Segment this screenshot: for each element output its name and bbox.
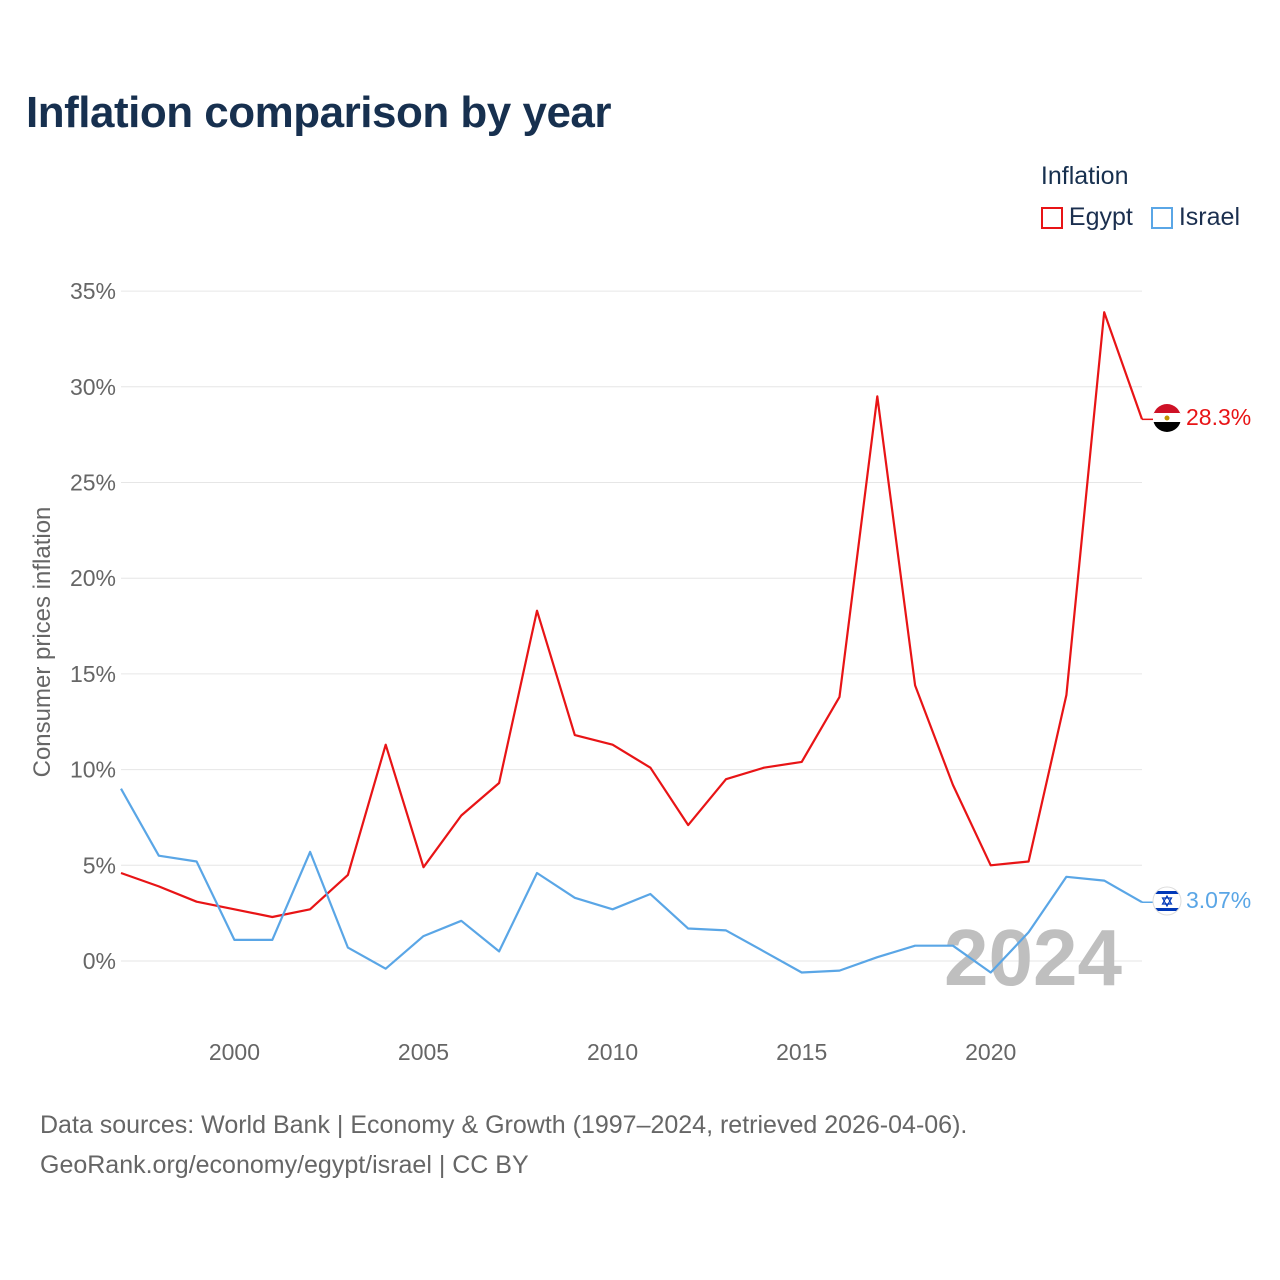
y-tick-label: 15%	[70, 661, 116, 687]
y-tick-label: 25%	[70, 470, 116, 496]
x-tick-label: 2005	[398, 1039, 449, 1065]
y-tick-label: 5%	[83, 852, 116, 878]
x-tick-label: 2000	[209, 1039, 260, 1065]
israel-flag-icon	[1152, 886, 1182, 916]
legend-item-egypt[interactable]: Egypt	[1040, 203, 1133, 232]
attribution: GeoRank.org/economy/egypt/israel | CC BY	[40, 1151, 529, 1179]
legend-swatch-egypt	[1040, 206, 1063, 229]
israel-end-label: 3.07%	[1186, 887, 1251, 913]
legend: Inflation Egypt Israel	[1040, 162, 1240, 232]
series-line-egypt[interactable]	[120, 311, 1144, 919]
series-line-israel[interactable]	[120, 788, 1143, 974]
year-overlay: 2024	[944, 913, 1122, 1002]
y-tick-label: 20%	[70, 565, 116, 591]
x-tick-label: 2015	[776, 1039, 827, 1065]
y-tick-label: 35%	[70, 278, 116, 304]
egypt-end-label: 28.3%	[1186, 404, 1251, 430]
x-tick-label: 2020	[965, 1039, 1016, 1065]
x-tick-label: 2010	[587, 1039, 638, 1065]
legend-label-egypt: Egypt	[1068, 203, 1133, 231]
legend-label-israel: Israel	[1178, 203, 1240, 231]
y-tick-label: 30%	[70, 374, 116, 400]
footer: Data sources: World Bank | Economy & Gro…	[40, 1105, 967, 1185]
data-sources: Data sources: World Bank | Economy & Gro…	[40, 1111, 968, 1139]
legend-swatch-israel	[1150, 206, 1173, 229]
egypt-flag-icon	[1153, 404, 1181, 432]
y-axis-title: Consumer prices inflation	[29, 507, 56, 778]
y-tick-label: 0%	[83, 948, 116, 974]
y-tick-label: 10%	[70, 757, 116, 783]
chart-title: Inflation comparison by year	[26, 88, 612, 137]
legend-title: Inflation	[1040, 162, 1129, 190]
legend-item-israel[interactable]: Israel	[1150, 203, 1240, 232]
